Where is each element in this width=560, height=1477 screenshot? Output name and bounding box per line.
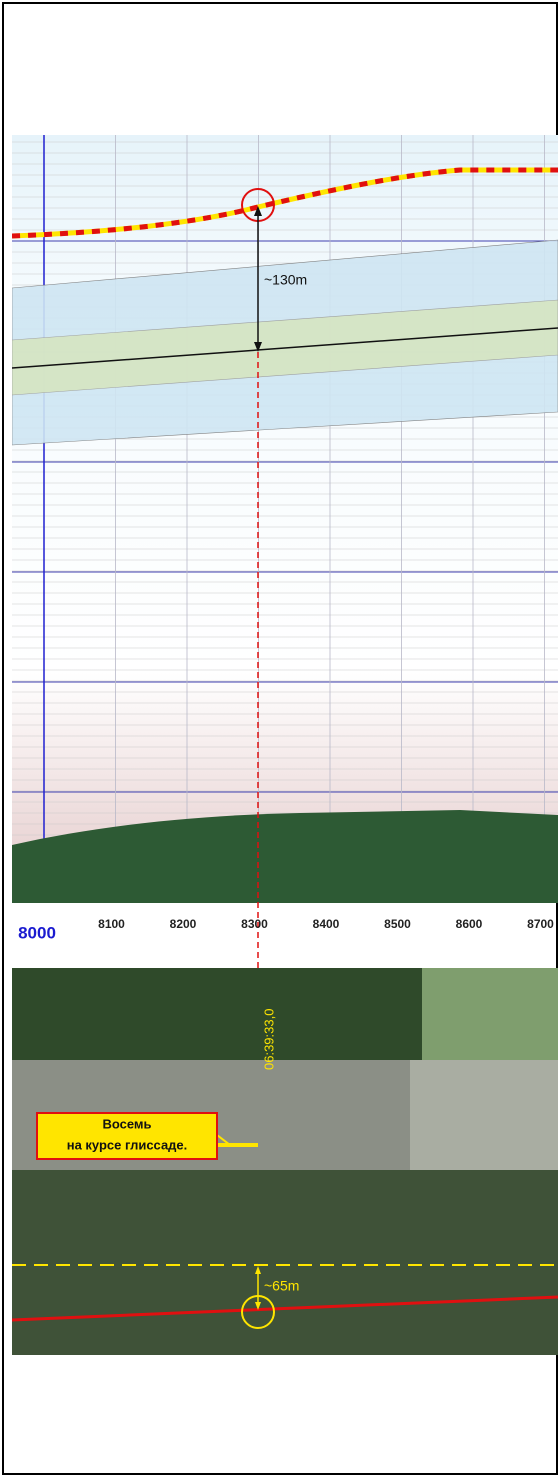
x-tick-label: 8700 — [527, 917, 554, 931]
profile-chart: ~130m — [12, 135, 558, 903]
x-tick-label: 8300 — [241, 917, 268, 931]
x-tick-label: 8100 — [98, 917, 125, 931]
x-tick-label: 8400 — [313, 917, 340, 931]
x-tick-label: 8600 — [456, 917, 483, 931]
callout-box — [36, 1112, 218, 1160]
callout-line: Восемь — [102, 1116, 151, 1131]
callout-line: на курсе глиссаде. — [67, 1137, 188, 1152]
offset-annotation: ~65m — [264, 1278, 299, 1294]
x-tick-label: 8200 — [170, 917, 197, 931]
x-tick-label: 8000 — [18, 923, 56, 942]
height-annotation: ~130m — [264, 272, 307, 288]
x-tick-label: 8500 — [384, 917, 411, 931]
satellite-map: ~65m 06:39:33,0 Восемь на курсе глиссаде… — [12, 968, 558, 1355]
x-axis-labels: 8000 8100 8200 8300 8400 8500 8600 8700 — [18, 917, 554, 942]
time-label: 06:39:33,0 — [261, 1009, 276, 1070]
